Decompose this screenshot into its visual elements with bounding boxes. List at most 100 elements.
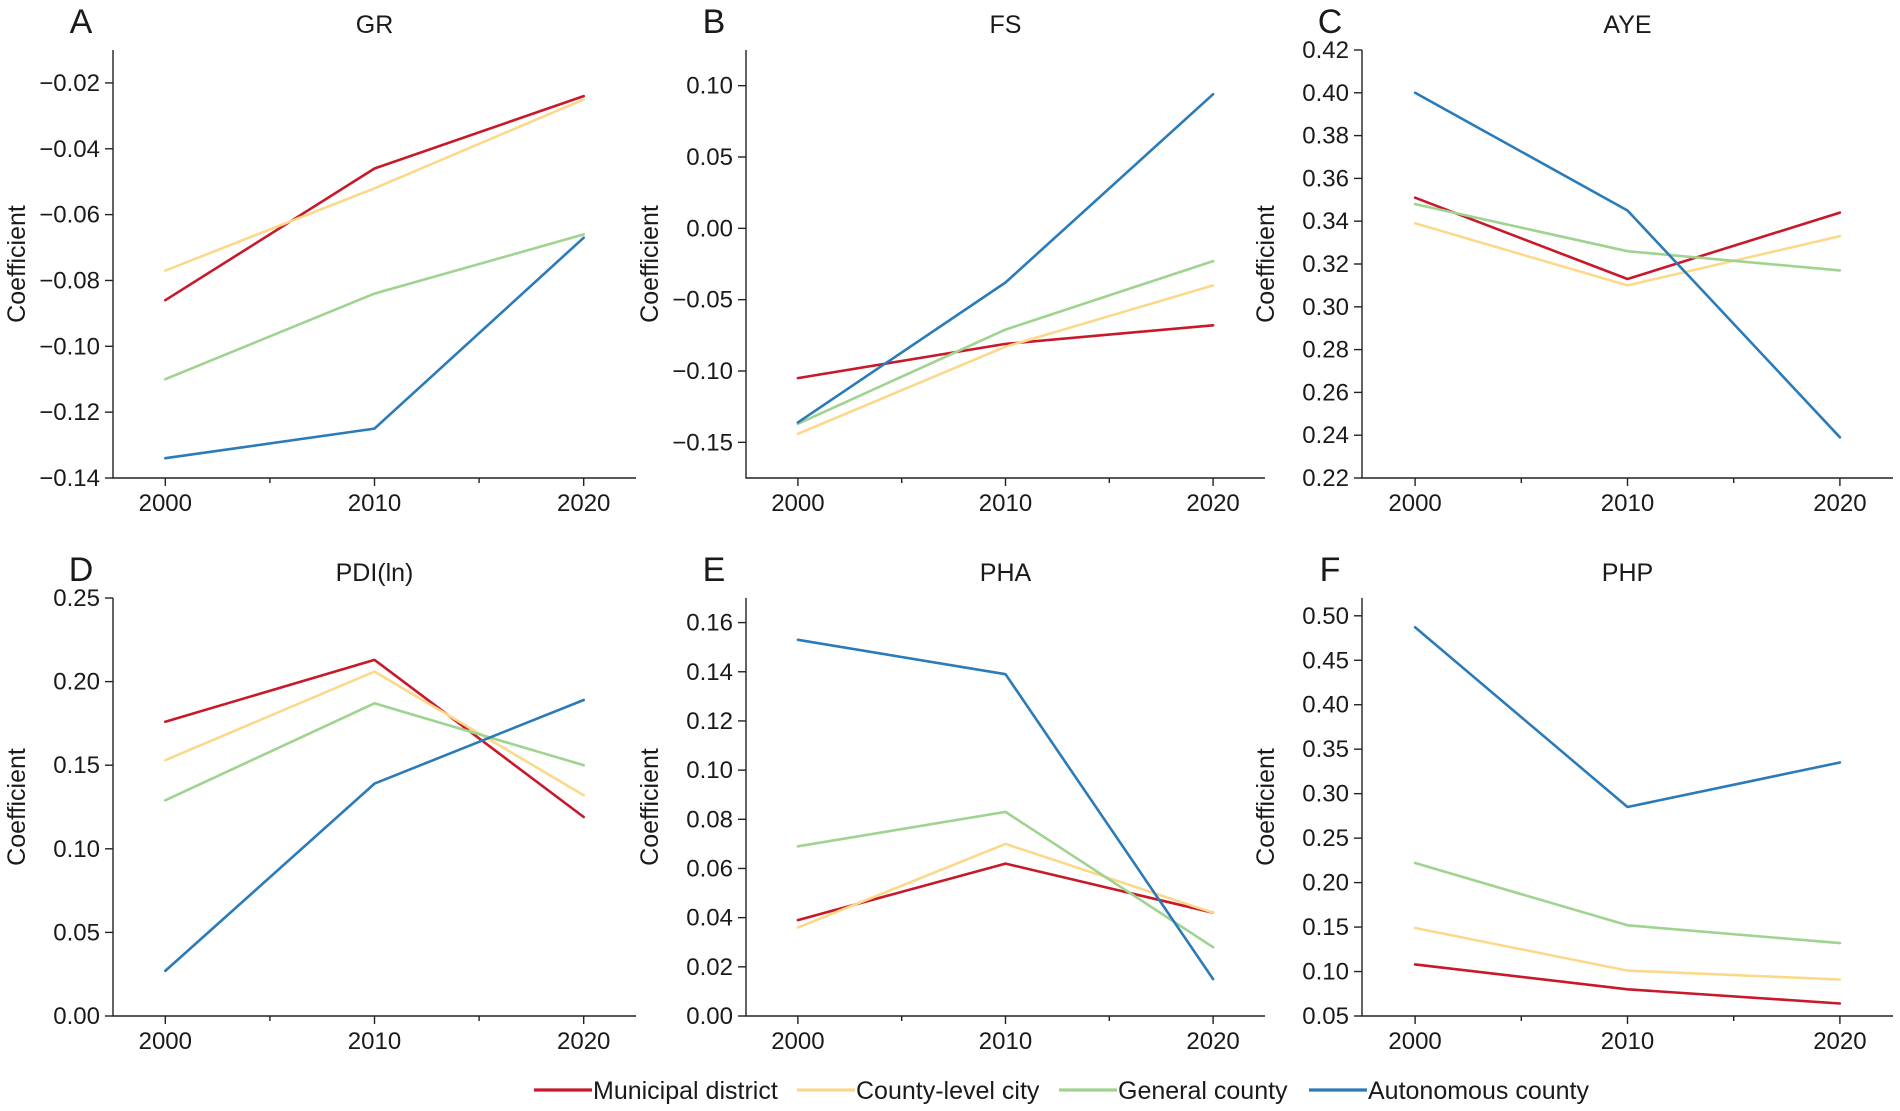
y-tick-label: 0.20 bbox=[53, 669, 100, 696]
x-tick-label: 2020 bbox=[1813, 1028, 1866, 1055]
y-tick-label: −0.12 bbox=[39, 399, 100, 426]
y-tick-label: 0.40 bbox=[1302, 692, 1349, 719]
y-tick-label: −0.14 bbox=[39, 465, 100, 492]
series-line-general-county bbox=[796, 259, 1215, 426]
legend-label: Municipal district bbox=[593, 1077, 778, 1105]
panel-title: AYE bbox=[1603, 11, 1651, 39]
y-tick-label: 0.32 bbox=[1302, 251, 1349, 278]
y-tick-label: 0.04 bbox=[686, 905, 733, 932]
y-axis-label: Coefficient bbox=[636, 748, 664, 866]
y-tick-label: 0.25 bbox=[1302, 825, 1349, 852]
x-tick-label: 2020 bbox=[557, 490, 610, 517]
x-tick-label: 2000 bbox=[1388, 490, 1441, 517]
series-line-municipal-district bbox=[1413, 196, 1842, 281]
y-tick-label: 0.30 bbox=[1302, 294, 1349, 321]
x-tick-label: 2010 bbox=[979, 490, 1032, 517]
y-tick-label: 0.25 bbox=[53, 585, 100, 612]
y-tick-label: 0.05 bbox=[686, 144, 733, 171]
panel-title: PHP bbox=[1602, 559, 1653, 587]
panel-title: GR bbox=[356, 11, 394, 39]
x-tick-label: 2000 bbox=[139, 1028, 192, 1055]
series-line-general-county bbox=[1413, 202, 1842, 272]
series-line-autonomous-county bbox=[164, 236, 586, 460]
y-tick-label: −0.05 bbox=[672, 287, 733, 314]
y-tick-label: 0.10 bbox=[1302, 959, 1349, 986]
panel-letter: F bbox=[1320, 551, 1341, 589]
y-tick-label: 0.10 bbox=[686, 73, 733, 100]
x-tick-label: 2000 bbox=[1388, 1028, 1441, 1055]
axes-b bbox=[745, 50, 1265, 479]
legend-label: General county bbox=[1118, 1077, 1288, 1105]
legend-label: Autonomous county bbox=[1368, 1077, 1589, 1105]
y-tick-label: 0.15 bbox=[53, 752, 100, 779]
y-tick-label: −0.15 bbox=[672, 429, 733, 456]
y-tick-label: 0.10 bbox=[53, 836, 100, 863]
legend-label: County-level city bbox=[856, 1077, 1040, 1105]
series-line-county-level-city bbox=[164, 98, 586, 272]
y-tick-label: 0.05 bbox=[53, 919, 100, 946]
y-tick-label: 0.00 bbox=[53, 1003, 100, 1030]
series-line-municipal-district bbox=[164, 94, 586, 302]
y-tick-label: −0.04 bbox=[39, 136, 100, 163]
panel-letter: D bbox=[69, 551, 94, 589]
series-line-municipal-district bbox=[796, 862, 1215, 922]
x-tick-label: 2020 bbox=[557, 1028, 610, 1055]
y-tick-label: −0.10 bbox=[39, 333, 100, 360]
y-tick-label: 0.02 bbox=[686, 954, 733, 981]
x-tick-label: 2020 bbox=[1186, 1028, 1239, 1055]
panel-b: B FS Coefficient −0.15 −0.10 −0.05 0.00 0.05 0.1… bbox=[636, 3, 1265, 517]
y-tick-label: 0.42 bbox=[1302, 37, 1349, 64]
x-tick-label: 2010 bbox=[1601, 490, 1654, 517]
series-line-county-level-city bbox=[796, 842, 1215, 929]
series-line-autonomous-county bbox=[796, 92, 1215, 424]
x-tick-label: 2010 bbox=[348, 490, 401, 517]
series-line-general-county bbox=[164, 233, 586, 381]
panel-letter: C bbox=[1318, 3, 1343, 41]
y-tick-label: 0.40 bbox=[1302, 80, 1349, 107]
series-line-general-county bbox=[796, 810, 1215, 949]
y-tick-label: −0.06 bbox=[39, 202, 100, 229]
y-tick-label: −0.08 bbox=[39, 267, 100, 294]
x-tick-label: 2000 bbox=[771, 490, 824, 517]
y-tick-label: −0.02 bbox=[39, 70, 100, 97]
x-tick-label: 2020 bbox=[1186, 490, 1239, 517]
series-line-general-county bbox=[1413, 861, 1842, 945]
y-tick-label: 0.14 bbox=[686, 659, 733, 686]
y-tick-label: 0.05 bbox=[1302, 1003, 1349, 1030]
series-line-general-county bbox=[164, 701, 586, 802]
y-tick-label: −0.10 bbox=[672, 358, 733, 385]
panel-title: PHA bbox=[980, 559, 1032, 587]
series-line-municipal-district bbox=[796, 323, 1215, 380]
series-line-county-level-city bbox=[1413, 222, 1842, 287]
series-line-municipal-district bbox=[1413, 963, 1842, 1005]
panel-letter: B bbox=[703, 3, 726, 41]
legend: Municipal district County-level city Gener… bbox=[534, 1077, 1589, 1105]
y-tick-label: 0.08 bbox=[686, 806, 733, 833]
panel-letter: E bbox=[703, 551, 726, 589]
y-tick-label: 0.00 bbox=[686, 215, 733, 242]
axes-a bbox=[112, 50, 636, 479]
y-tick-label: 0.12 bbox=[686, 708, 733, 735]
series-line-county-level-city bbox=[1413, 926, 1842, 981]
series-line-autonomous-county bbox=[164, 698, 586, 973]
y-tick-label: 0.24 bbox=[1302, 422, 1349, 449]
y-tick-label: 0.35 bbox=[1302, 736, 1349, 763]
x-tick-label: 2020 bbox=[1813, 490, 1866, 517]
axes-c bbox=[1361, 50, 1893, 479]
series-line-county-level-city bbox=[164, 670, 586, 797]
y-tick-label: 0.22 bbox=[1302, 465, 1349, 492]
panel-e: E PHA Coefficient 0.00 0.02 0.04 0.06 0.08 0.10 0… bbox=[636, 551, 1265, 1055]
panel-d: D PDI(ln) Coefficient 0.00 0.05 0.10 0.15 0.20 0… bbox=[3, 551, 636, 1055]
x-tick-label: 2000 bbox=[139, 490, 192, 517]
y-tick-label: 0.30 bbox=[1302, 781, 1349, 808]
y-tick-label: 0.16 bbox=[686, 610, 733, 637]
y-axis-label: Coefficient bbox=[636, 205, 664, 323]
series-line-autonomous-county bbox=[1413, 625, 1842, 809]
y-tick-label: 0.38 bbox=[1302, 123, 1349, 150]
y-tick-label: 0.06 bbox=[686, 855, 733, 882]
y-axis-label: Coefficient bbox=[1252, 748, 1280, 866]
y-tick-label: 0.28 bbox=[1302, 337, 1349, 364]
y-tick-label: 0.00 bbox=[686, 1003, 733, 1030]
panel-a: A GR Coefficient −0.14 −0.12 −0.10 −0.08 −0.06 −… bbox=[3, 3, 636, 517]
